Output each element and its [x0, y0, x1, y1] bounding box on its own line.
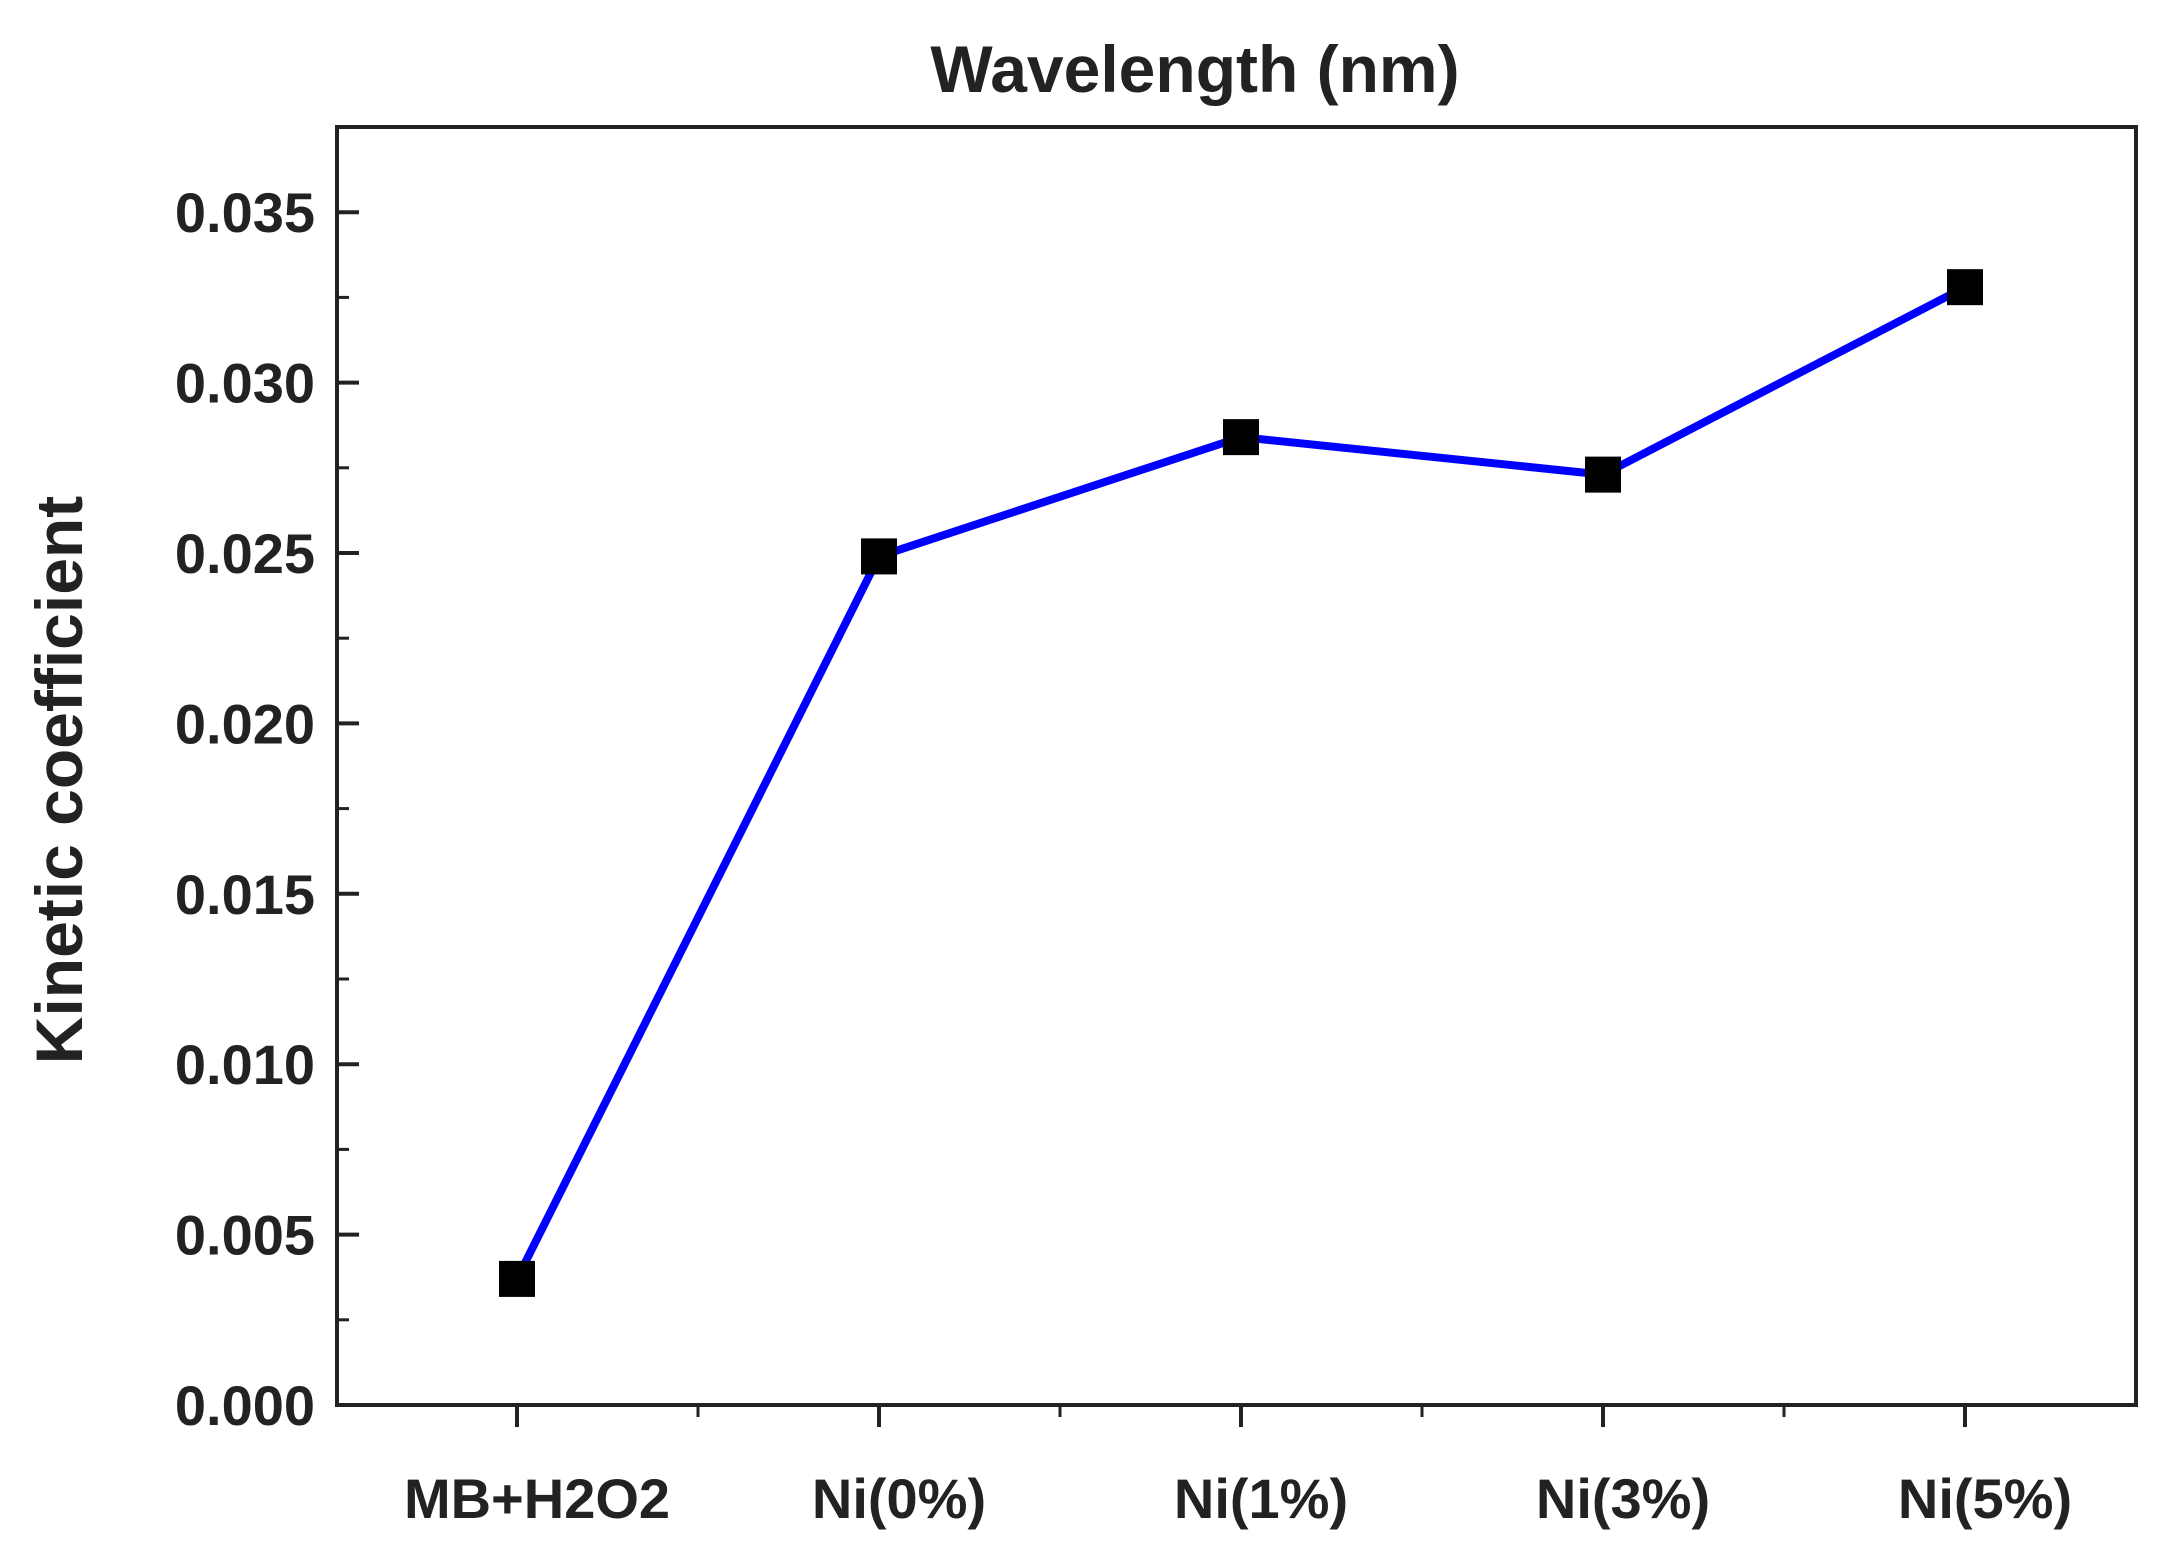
x-tick-label: Ni(5%) — [1898, 1467, 2072, 1530]
data-point-marker — [861, 538, 897, 575]
y-tick-label: 0.005 — [175, 1204, 315, 1267]
y-axis-label: Kinetic coefficient — [22, 496, 96, 1064]
x-tick-label: Ni(0%) — [812, 1467, 986, 1530]
x-tick-labels: MB+H2O2 Ni(0%) Ni(1%) Ni(3%) Ni(5%) — [404, 1467, 2072, 1530]
y-tick-label: 0.020 — [175, 692, 315, 755]
data-point-marker — [499, 1260, 535, 1297]
y-tick-labels: 0.000 0.005 0.010 0.015 0.020 0.025 0.030 0.035 — [175, 181, 315, 1437]
plot-area-frame — [335, 125, 2138, 1407]
data-point-marker — [1585, 456, 1621, 493]
y-tick-label: 0.010 — [175, 1033, 315, 1096]
chart-title: Wavelength (nm) — [930, 32, 1459, 106]
x-tick-label: Ni(1%) — [1174, 1467, 1348, 1530]
x-tick-label: MB+H2O2 — [404, 1467, 670, 1530]
y-tick-label: 0.025 — [175, 522, 315, 585]
series-layer — [499, 269, 1983, 1297]
y-tick-label: 0.035 — [175, 181, 315, 244]
y-tick-label: 0.015 — [175, 863, 315, 926]
data-point-marker — [1947, 269, 1983, 306]
data-point-marker — [1223, 419, 1259, 456]
axis-ticks — [337, 210, 1967, 1427]
y-tick-label: 0.030 — [175, 352, 315, 415]
y-tick-label: 0.000 — [175, 1374, 315, 1437]
x-tick-label: Ni(3%) — [1536, 1467, 1710, 1530]
